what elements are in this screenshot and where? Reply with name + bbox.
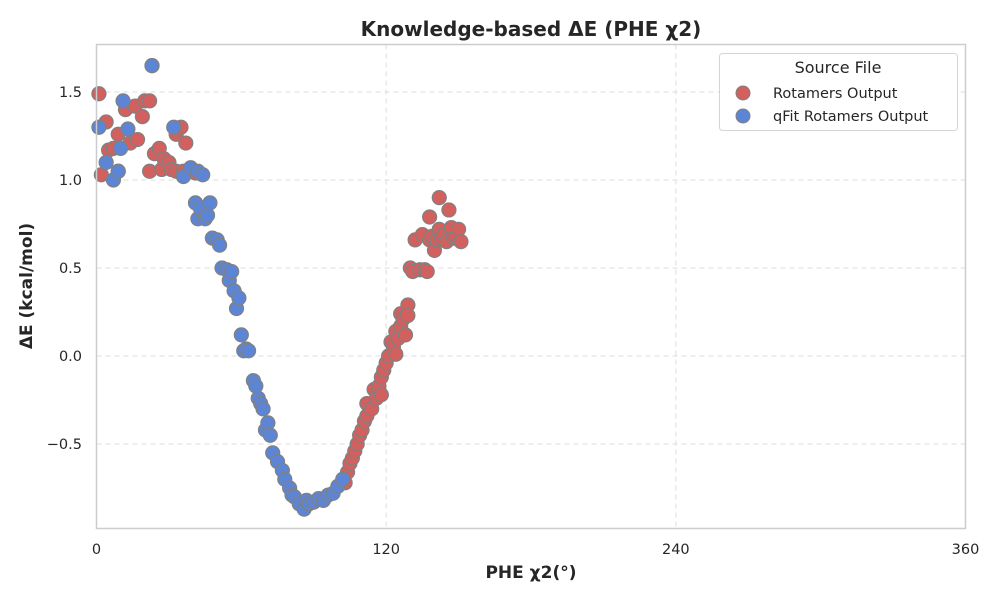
chart-title: Knowledge-based ΔE (PHE χ2) [361, 17, 702, 41]
legend-marker-rotamers [735, 85, 751, 101]
legend: Source File Rotamers Output qFit Rotamer… [719, 53, 958, 131]
data-point [134, 109, 150, 125]
data-point [388, 346, 404, 362]
data-point [115, 93, 131, 109]
data-point [248, 378, 264, 394]
data-point [231, 290, 247, 306]
points-layer [91, 58, 469, 517]
x-tick-label: 0 [92, 542, 101, 558]
y-tick-label: −0.5 [47, 437, 82, 453]
y-tick-label: 0.0 [59, 349, 82, 365]
data-point [431, 190, 447, 206]
legend-box [719, 53, 958, 131]
data-point [400, 307, 416, 324]
data-point [129, 131, 146, 148]
data-point [224, 263, 240, 280]
data-point [91, 86, 107, 102]
y-tick-label: 1.5 [59, 85, 82, 101]
legend-title: Source File [795, 58, 882, 77]
y-axis-label: ΔE (kcal/mol) [17, 223, 37, 349]
data-point [144, 58, 160, 74]
data-point [178, 135, 194, 151]
data-point [441, 202, 457, 218]
data-point [142, 93, 158, 109]
data-point [98, 154, 114, 171]
legend-marker-qfit [735, 108, 751, 124]
y-tick-label: 0.5 [59, 261, 82, 277]
data-point [202, 195, 218, 211]
x-tick-label: 360 [952, 542, 980, 558]
data-point [120, 121, 136, 137]
x-tick-label: 120 [372, 542, 400, 558]
data-point [262, 427, 278, 443]
data-point [91, 119, 107, 135]
legend-label-qfit: qFit Rotamers Output [773, 109, 929, 125]
data-point [397, 327, 414, 343]
data-point [240, 343, 257, 359]
data-point [260, 415, 276, 431]
x-axis-label: PHE χ2(°) [485, 563, 576, 583]
y-tick-label: 1.0 [59, 173, 82, 189]
data-point [113, 140, 129, 156]
data-point [422, 209, 438, 225]
data-point [199, 207, 216, 223]
data-point [195, 167, 211, 183]
legend-label-rotamers: Rotamers Output [773, 86, 898, 102]
data-point [453, 234, 469, 250]
data-point [373, 387, 389, 403]
data-point [335, 471, 351, 487]
ticks-layer: 0 120 240 360 1.5 1.0 0.5 0.0 −0.5 [47, 85, 980, 558]
data-point [166, 119, 182, 135]
data-point [233, 327, 249, 343]
x-tick-label: 240 [662, 542, 690, 558]
data-point [255, 401, 271, 417]
data-point [450, 221, 467, 237]
data-point [212, 237, 228, 253]
data-point [110, 163, 126, 179]
data-point [419, 263, 435, 280]
plot-frame [95, 43, 967, 530]
